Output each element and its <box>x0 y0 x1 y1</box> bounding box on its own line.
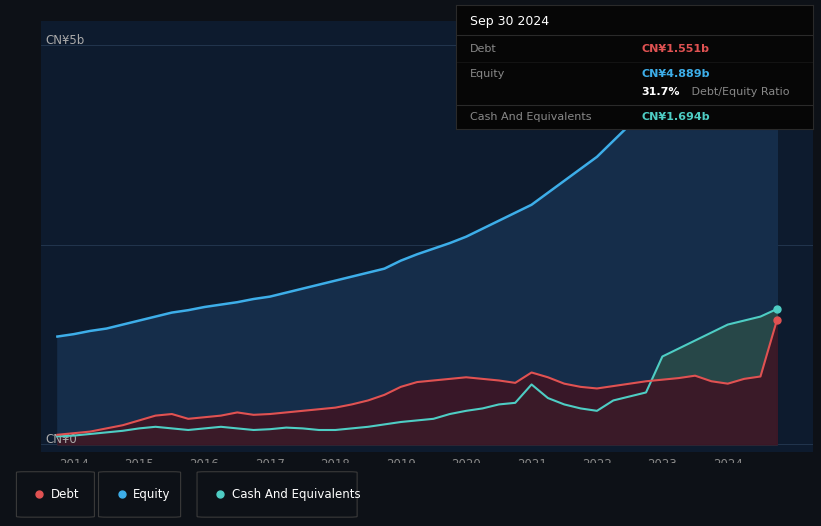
Text: Cash And Equivalents: Cash And Equivalents <box>470 112 591 122</box>
Text: Debt: Debt <box>470 44 497 54</box>
Text: 31.7%: 31.7% <box>641 87 680 97</box>
Text: CN¥5b: CN¥5b <box>45 34 85 47</box>
Text: CN¥1.551b: CN¥1.551b <box>641 44 709 54</box>
Text: CN¥1.694b: CN¥1.694b <box>641 112 710 122</box>
Text: CN¥4.889b: CN¥4.889b <box>641 69 710 79</box>
Text: Sep 30 2024: Sep 30 2024 <box>470 15 549 28</box>
Text: Debt: Debt <box>51 488 80 501</box>
Text: Equity: Equity <box>470 69 505 79</box>
Text: Debt/Equity Ratio: Debt/Equity Ratio <box>688 87 789 97</box>
Text: Cash And Equivalents: Cash And Equivalents <box>232 488 360 501</box>
Text: CN¥0: CN¥0 <box>45 433 76 446</box>
Text: Equity: Equity <box>133 488 171 501</box>
